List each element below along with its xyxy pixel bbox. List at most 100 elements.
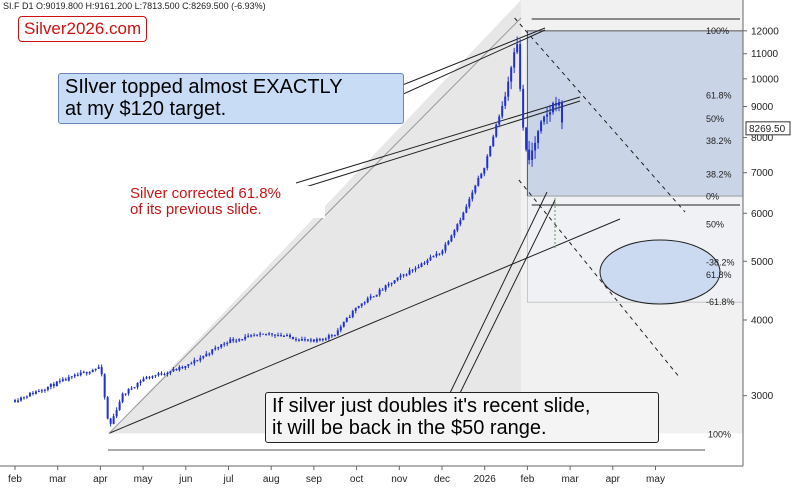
candle-body — [196, 360, 199, 362]
candle-body — [324, 338, 327, 340]
annotation-corrected: Silver corrected 61.8% of its previous s… — [130, 185, 325, 219]
candle-body — [393, 280, 396, 284]
price-tick-label: 3000 — [751, 391, 774, 402]
candle-body — [468, 199, 471, 207]
candle-body — [88, 372, 91, 374]
candle-body — [73, 374, 76, 377]
price-tick-label: 10000 — [751, 74, 779, 85]
candle-body — [274, 334, 277, 336]
candle-body — [145, 377, 148, 379]
price-tick-label: 12000 — [751, 26, 779, 37]
candle-body — [519, 44, 522, 89]
candle-body — [552, 103, 555, 113]
candle-body — [387, 283, 390, 286]
price-tag-group: 8269.50 — [745, 121, 791, 136]
pointer-corrected-a — [295, 96, 581, 184]
candle-body — [262, 333, 265, 335]
candle-body — [64, 379, 67, 381]
candle-body — [280, 335, 283, 337]
candle-body — [378, 289, 381, 295]
time-tick-label: feb — [8, 474, 22, 485]
candle-body — [94, 368, 97, 370]
candle-body — [157, 373, 160, 376]
candle-body — [297, 339, 300, 341]
pointer-topped-a — [389, 27, 546, 91]
annotation-topped-line-1: SIlver topped almost EXACTLY — [65, 76, 343, 98]
time-tick-label: may — [134, 474, 153, 485]
fib-upper-label: 0% — [706, 191, 719, 201]
candle-body — [271, 333, 274, 335]
candle-body — [100, 367, 103, 375]
candle-body — [483, 167, 486, 174]
candle-body — [277, 335, 280, 337]
fib-upper-label: 61.8% — [706, 91, 732, 101]
candle-body — [390, 283, 393, 285]
candle-body — [372, 296, 375, 298]
candle-body — [351, 310, 354, 318]
candle-body — [43, 389, 46, 391]
candle-body — [205, 353, 208, 357]
fib-lower-label: -38.2% — [706, 257, 735, 267]
candle-body — [507, 81, 510, 97]
candle-body — [259, 333, 262, 335]
fib-upper-label: 100% — [706, 26, 729, 36]
fib-lower-label: -61.8% — [706, 297, 735, 307]
candle-body — [438, 253, 441, 255]
candle-body — [557, 102, 560, 106]
candle-body — [154, 375, 157, 377]
candle-body — [22, 397, 25, 399]
candle-body — [528, 149, 531, 160]
candle-body — [115, 409, 118, 417]
candle-body — [49, 384, 52, 387]
candle-body — [40, 390, 43, 392]
candle-body — [531, 150, 534, 160]
time-tick-label: feb — [520, 474, 534, 485]
candle-body — [540, 121, 543, 132]
candle-body — [268, 333, 271, 335]
candle-body — [193, 360, 196, 364]
candle-body — [31, 392, 34, 394]
candle-body — [103, 374, 106, 398]
ohlc-header: SI.F D1 O:9019.800 H:9161.200 L:7813.500… — [3, 1, 266, 11]
resistance-dash-upper — [514, 17, 686, 213]
candle-body — [429, 257, 432, 261]
candle-body — [14, 400, 16, 402]
candle-body — [166, 372, 169, 375]
candle-body — [202, 356, 205, 358]
candle-body — [229, 339, 232, 343]
candle-body — [211, 349, 214, 354]
pointer-doubles-a — [449, 191, 548, 394]
annotation-corrected-line-2: of its previous slide. — [130, 201, 262, 219]
candle-body — [16, 400, 19, 402]
candle-body — [555, 103, 558, 106]
candle-body — [55, 381, 58, 387]
candle-body — [537, 131, 540, 143]
candle-body — [25, 396, 28, 398]
price-tick-label: 6000 — [751, 209, 774, 220]
candle-body — [294, 339, 297, 341]
candle-body — [501, 105, 504, 117]
time-tick-label: jul — [222, 474, 233, 485]
candle-body — [136, 382, 139, 388]
candle-body — [312, 339, 315, 342]
candle-body — [408, 270, 411, 275]
fib-levels: 100% 61.8% 50% 38.2% 38.2% 0% 50% -38.2% 61.8% -6… — [706, 26, 735, 440]
candle-body — [235, 340, 238, 342]
candle-body — [522, 88, 525, 128]
candle-body — [85, 371, 88, 374]
candle-body — [330, 335, 333, 337]
time-tick-label: nov — [391, 474, 407, 485]
candle-body — [462, 212, 465, 221]
candle-body — [160, 373, 163, 375]
candle-body — [453, 230, 456, 236]
candle-body — [220, 344, 223, 348]
candle-body — [112, 416, 115, 424]
pointer-doubles-b — [459, 199, 556, 394]
candle-body — [247, 335, 250, 337]
price-tick-label: 8000 — [751, 133, 774, 144]
fib-box-region — [526, 30, 744, 305]
candle-body — [121, 393, 124, 402]
time-tick-label: mar — [561, 474, 579, 485]
candle-body — [199, 357, 202, 361]
candle-body — [480, 173, 483, 179]
